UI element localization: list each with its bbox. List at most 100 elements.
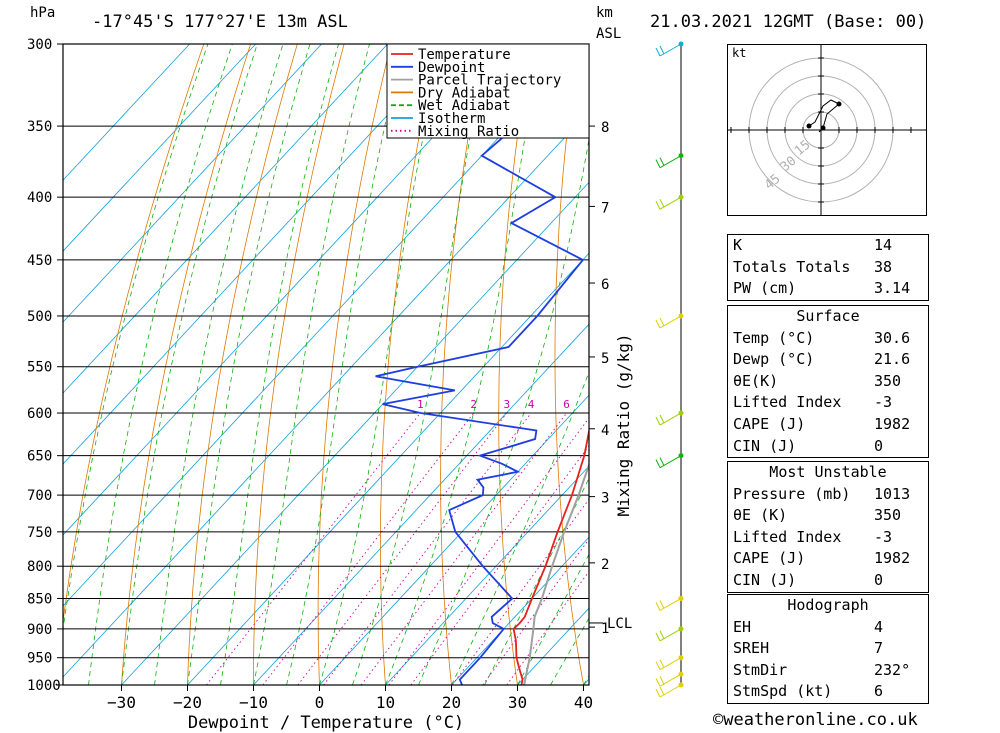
isotherm-line bbox=[385, 465, 589, 685]
table-row: SREH 7 bbox=[728, 638, 928, 660]
row-label: Lifted Index bbox=[733, 527, 842, 546]
skewt-diagram: 12346810152025 3003504004505005506006507… bbox=[27, 37, 700, 733]
table-section-title: Surface bbox=[796, 307, 860, 325]
row-value: 21.6 bbox=[874, 350, 911, 369]
wind-barb bbox=[655, 155, 682, 169]
datetime-title: 21.03.2021 12GMT (Base: 00) bbox=[650, 12, 927, 32]
isotherm-line bbox=[63, 44, 256, 252]
row-value: 0 bbox=[874, 570, 884, 589]
pressure-tick-label: 600 bbox=[27, 406, 52, 422]
isotherm-line bbox=[253, 323, 589, 685]
row-label: CIN (J) bbox=[733, 436, 797, 455]
pressure-tick-label: 750 bbox=[27, 525, 52, 541]
row-label: EH bbox=[733, 617, 752, 636]
table-row: CIN (J) 0 bbox=[728, 570, 928, 592]
wet-adiabat-line bbox=[418, 137, 589, 685]
wind-barb bbox=[655, 684, 682, 698]
dry-adiabat-line bbox=[253, 44, 345, 685]
mixing-ratio-line bbox=[297, 412, 508, 685]
wet-adiabat-line bbox=[121, 44, 258, 685]
table-row: CAPE (J) 1982 bbox=[728, 414, 928, 436]
row-label: Dewp (°C) bbox=[733, 350, 815, 369]
mixing-ratio-line bbox=[506, 570, 589, 685]
row-value: 350 bbox=[874, 371, 902, 390]
row-label: PW (cm) bbox=[733, 279, 797, 298]
legend-label: Temperature bbox=[418, 47, 511, 63]
isotherm-line bbox=[121, 181, 589, 685]
wind-barb bbox=[655, 455, 682, 469]
location-title: -17°45'S 177°27'E 13m ASL bbox=[92, 12, 348, 32]
pressure-tick-label: 350 bbox=[27, 119, 52, 135]
table-row: Lifted Index -3 bbox=[728, 392, 928, 414]
lcl-label: LCL bbox=[607, 616, 632, 632]
row-value: 1013 bbox=[874, 484, 911, 503]
row-label: StmDir bbox=[733, 660, 788, 679]
pressure-tick-label: 900 bbox=[27, 622, 52, 638]
isotherm-line bbox=[187, 252, 589, 685]
pressure-tick-label: 850 bbox=[27, 591, 52, 607]
row-label: CAPE (J) bbox=[733, 414, 806, 433]
table-row: StmDir 232° bbox=[728, 660, 928, 682]
isotherm-line bbox=[63, 110, 589, 678]
mixing-ratio-line bbox=[360, 412, 567, 685]
mixing-ratio-line bbox=[323, 412, 532, 685]
km-tick-label: 1 bbox=[601, 621, 609, 637]
pressure-tick-label: 450 bbox=[27, 253, 52, 269]
wet-adiabat-line bbox=[63, 44, 209, 633]
table-row: θE (K) 350 bbox=[728, 505, 928, 527]
indices-table: K 14 Totals Totals 38 PW (cm) 3.14 bbox=[727, 234, 929, 301]
km-tick-label: 5 bbox=[601, 351, 609, 367]
mixing-ratio-label: 2 bbox=[470, 398, 477, 411]
wet-adiabat-line bbox=[88, 44, 233, 685]
isotherm-line bbox=[63, 44, 190, 181]
temp-tick-label: 30 bbox=[508, 693, 527, 712]
dewpoint-line bbox=[375, 44, 587, 685]
plot-frame bbox=[62, 43, 590, 686]
wet-adiabat-line bbox=[286, 44, 405, 685]
row-label: K bbox=[733, 236, 743, 254]
most-unstable-table: Most Unstable Pressure (mb) 1013 θE (K) 350 L… bbox=[727, 461, 929, 593]
table-row: CAPE (J) 1982 bbox=[728, 548, 928, 570]
temp-tick-label: −30 bbox=[107, 693, 136, 712]
table-section-title: Hodograph bbox=[787, 596, 869, 614]
pressure-tick-label: 1000 bbox=[27, 678, 61, 694]
dry-adiabat-line bbox=[63, 44, 205, 625]
height-unit: km bbox=[596, 5, 613, 21]
mixing-ratio-label: 8 bbox=[589, 398, 596, 411]
pressure-tick-label: 650 bbox=[27, 449, 52, 465]
wind-barb bbox=[655, 196, 682, 210]
legend-label: Parcel Trajectory bbox=[418, 73, 561, 89]
pressure-tick-label: 700 bbox=[27, 488, 52, 504]
surface-table: Surface Temp (°C) 30.6 Dewp (°C) 21.6 θE(K) 35… bbox=[727, 305, 929, 459]
table-row: Pressure (mb) 1013 bbox=[728, 484, 928, 506]
mixing-ratio-label: 6 bbox=[563, 398, 570, 411]
hodograph-point bbox=[820, 125, 826, 131]
pressure-tick-label: 500 bbox=[27, 309, 52, 325]
table-row: PW (cm) 3.14 bbox=[728, 278, 928, 300]
isotherm-line bbox=[451, 536, 589, 685]
dry-adiabat-line bbox=[554, 44, 584, 685]
table-row: Temp (°C) 30.6 bbox=[728, 328, 928, 350]
wet-adiabat-line bbox=[187, 44, 311, 685]
wet-adiabat-line bbox=[154, 44, 284, 685]
temp-tick-label: 20 bbox=[442, 693, 461, 712]
isotherm-line bbox=[319, 394, 589, 685]
background-lines: 12346810152025 bbox=[63, 44, 700, 685]
row-value: 4 bbox=[874, 617, 884, 636]
table-row: Lifted Index -3 bbox=[728, 527, 928, 549]
row-label: θE(K) bbox=[733, 371, 779, 390]
row-label: CAPE (J) bbox=[733, 549, 806, 568]
pressure-tick-label: 550 bbox=[27, 360, 52, 376]
pressure-tick-label: 950 bbox=[27, 651, 52, 667]
km-tick-label: 7 bbox=[601, 200, 609, 216]
row-label: SREH bbox=[733, 639, 770, 658]
row-value: -3 bbox=[874, 393, 893, 412]
height-unit-asl: ASL bbox=[596, 26, 622, 42]
hodograph-table: Hodograph EH 4 SREH 7 StmDir 232° StmSpd (kt) 6 bbox=[727, 594, 929, 704]
row-value: 30.6 bbox=[874, 328, 911, 347]
mixing-ratio-label: 25 bbox=[697, 398, 700, 411]
table-row: K 14 bbox=[728, 235, 928, 257]
wind-barb bbox=[655, 412, 682, 426]
